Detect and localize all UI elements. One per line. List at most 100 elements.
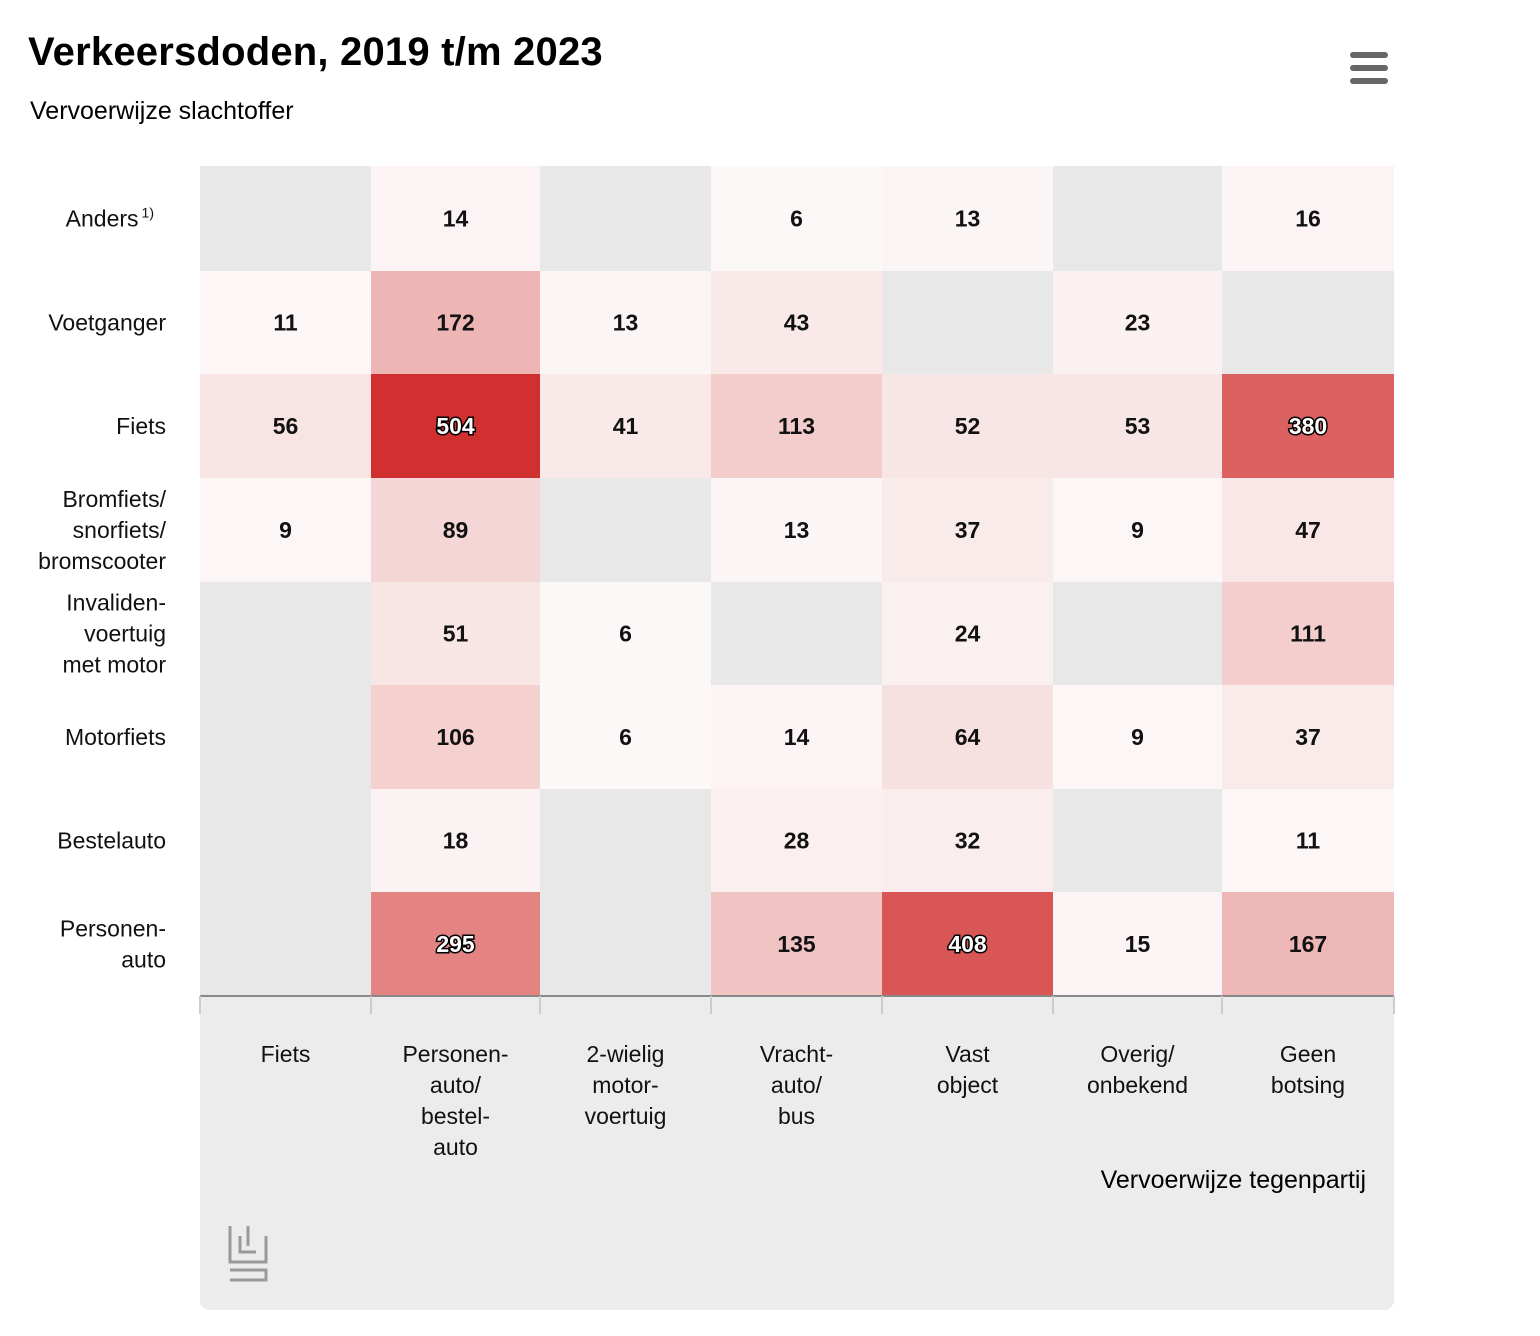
heatmap-cell-empty[interactable]	[540, 478, 711, 582]
heatmap-cell-label: 172	[436, 310, 474, 336]
heatmap-cell[interactable]	[200, 271, 371, 374]
menu-bar	[1350, 78, 1388, 84]
heatmap-cell-label: 52	[955, 413, 981, 439]
heatmap-cell-label: 111	[1290, 621, 1326, 647]
heatmap-cell[interactable]	[371, 374, 540, 478]
x-axis-title: Vervoerwijze tegenpartij	[1100, 1166, 1366, 1194]
heatmap-cell[interactable]	[882, 478, 1053, 582]
heatmap-cell-label: 135	[777, 931, 816, 957]
heatmap-cell-label: 23	[1125, 310, 1151, 336]
heatmap-cell[interactable]	[711, 892, 882, 996]
heatmap-cell[interactable]	[1222, 892, 1394, 996]
heatmap-cell[interactable]	[1222, 478, 1394, 582]
x-axis-label: 2-wielig motor-voertuig	[585, 1041, 667, 1129]
heatmap-cell-empty[interactable]	[540, 789, 711, 892]
heatmap-cell-label: 6	[619, 621, 632, 647]
heatmap-cell-empty[interactable]	[1222, 271, 1394, 374]
heatmap-cell[interactable]	[882, 582, 1053, 685]
heatmap-cell[interactable]	[200, 478, 371, 582]
heatmap-cell-empty[interactable]	[200, 582, 371, 685]
x-axis-label: Vast object	[937, 1041, 999, 1098]
heatmap-cell-label: 89	[443, 517, 469, 543]
heatmap-cell-label: 504	[436, 413, 475, 439]
heatmap-cell[interactable]	[371, 478, 540, 582]
heatmap-cell-empty[interactable]	[882, 271, 1053, 374]
heatmap-cell-label: 53	[1125, 413, 1151, 439]
heatmap-cell[interactable]	[371, 789, 540, 892]
heatmap-cell[interactable]	[882, 892, 1053, 996]
heatmap-cell[interactable]	[1222, 374, 1394, 478]
heatmap-cell[interactable]	[1222, 582, 1394, 685]
heatmap-cell-label: 15	[1125, 931, 1151, 957]
heatmap-cell-empty[interactable]	[711, 582, 882, 685]
x-axis-label: Personen-auto/bestel-auto	[402, 1041, 508, 1160]
heatmap-cell-label: 13	[784, 517, 810, 543]
heatmap-cell[interactable]	[1053, 685, 1222, 789]
heatmap-cell[interactable]	[882, 374, 1053, 478]
heatmap-cell[interactable]	[711, 478, 882, 582]
heatmap-cell-label: 408	[948, 931, 987, 957]
x-axis-label: Fiets	[261, 1041, 311, 1067]
heatmap-cell[interactable]	[882, 685, 1053, 789]
y-axis-label: Fiets	[116, 413, 166, 439]
heatmap-cell[interactable]	[540, 374, 711, 478]
heatmap-cell[interactable]	[371, 166, 540, 271]
hamburger-menu-icon[interactable]	[1346, 48, 1392, 88]
heatmap-cell-label: 9	[1131, 517, 1144, 543]
heatmap-cell[interactable]	[711, 374, 882, 478]
chart-title: Verkeersdoden, 2019 t/m 2023	[28, 30, 603, 74]
heatmap-cell-empty[interactable]	[200, 166, 371, 271]
heatmap-cell[interactable]	[882, 789, 1053, 892]
heatmap-cell[interactable]	[1053, 478, 1222, 582]
y-axis-label: Anders 1)	[66, 205, 154, 232]
heatmap-cell-label: 6	[790, 206, 803, 232]
heatmap-cell-empty[interactable]	[540, 166, 711, 271]
y-axis-label: Voetganger	[48, 310, 166, 336]
x-axis-label: Vracht-auto/bus	[760, 1041, 833, 1129]
heatmap-cell[interactable]	[371, 892, 540, 996]
heatmap-cell[interactable]	[711, 166, 882, 271]
heatmap-cell-label: 11	[1296, 828, 1321, 854]
heatmap-cell-label: 14	[784, 724, 810, 750]
cbs-logo-icon	[228, 1226, 268, 1282]
heatmap-cell-empty[interactable]	[200, 892, 371, 996]
heatmap-cell[interactable]	[711, 685, 882, 789]
heatmap-cell[interactable]	[1222, 166, 1394, 271]
y-axis-label: Bromfiets/snorfiets/bromscooter	[38, 486, 166, 574]
heatmap-cell-label: 14	[443, 206, 469, 232]
x-axis-label: Geen botsing	[1271, 1041, 1345, 1098]
heatmap-cell-label: 43	[784, 310, 810, 336]
heatmap-cell-label: 16	[1295, 206, 1321, 232]
heatmap-cell[interactable]	[371, 271, 540, 374]
heatmap-cell[interactable]	[540, 271, 711, 374]
heatmap-cell-label: 167	[1289, 931, 1327, 957]
heatmap-cell-empty[interactable]	[1053, 582, 1222, 685]
heatmap-cell-label: 37	[1295, 724, 1321, 750]
heatmap-cell[interactable]	[711, 271, 882, 374]
heatmap-cell[interactable]	[540, 685, 711, 789]
heatmap-cell-empty[interactable]	[200, 685, 371, 789]
heatmap-cell-label: 24	[955, 621, 981, 647]
heatmap-cell-empty[interactable]	[540, 892, 711, 996]
heatmap-cell-empty[interactable]	[200, 789, 371, 892]
heatmap-cell-label: 9	[279, 517, 292, 543]
heatmap-cell[interactable]	[371, 685, 540, 789]
heatmap-cell-label: 113	[778, 413, 815, 439]
heatmap-cell-label: 37	[955, 517, 981, 543]
heatmap-cell[interactable]	[882, 166, 1053, 271]
heatmap-cell[interactable]	[540, 582, 711, 685]
heatmap-cell[interactable]	[200, 374, 371, 478]
heatmap-cell[interactable]	[1053, 892, 1222, 996]
heatmap-cell[interactable]	[711, 789, 882, 892]
heatmap-cell-empty[interactable]	[1053, 789, 1222, 892]
heatmap-cell[interactable]	[371, 582, 540, 685]
heatmap-cell-label: 51	[443, 621, 469, 647]
x-axis-label: Overig/onbekend	[1087, 1041, 1188, 1098]
heatmap-cell[interactable]	[1222, 685, 1394, 789]
heatmap-cell[interactable]	[1053, 271, 1222, 374]
chart-subtitle: Vervoerwijze slachtoffer	[30, 97, 294, 125]
heatmap-cell-label: 28	[784, 828, 810, 854]
heatmap-cell-empty[interactable]	[1053, 166, 1222, 271]
heatmap-cell[interactable]	[1053, 374, 1222, 478]
heatmap-cell[interactable]	[1222, 789, 1394, 892]
